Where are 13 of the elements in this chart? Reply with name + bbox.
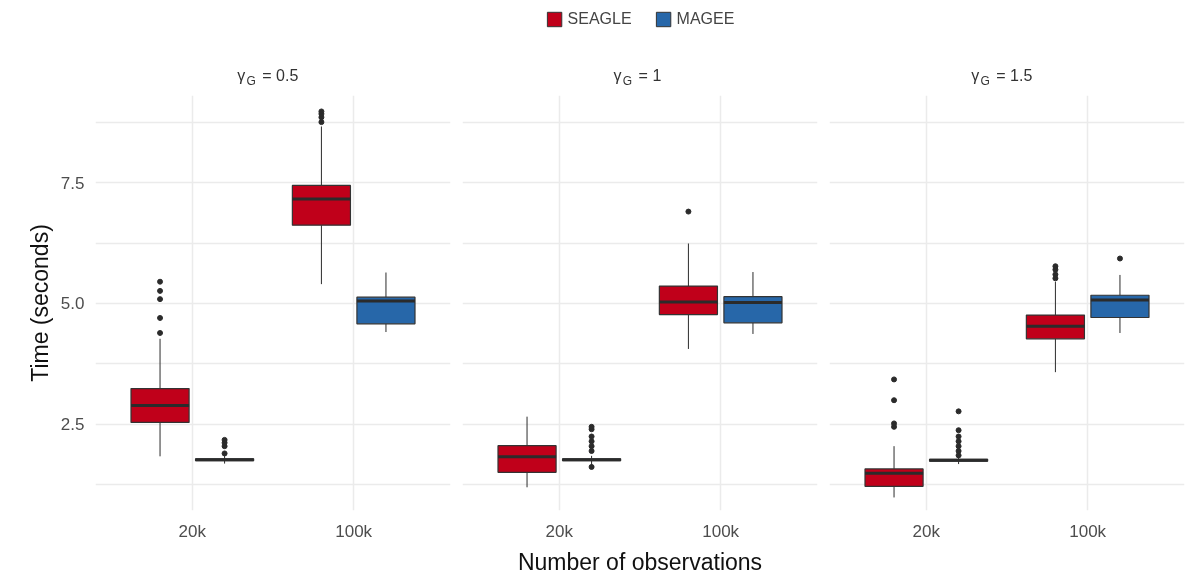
x-tick-label: 100k [702,521,740,541]
x-tick-label: 100k [335,521,373,541]
y-tick-label: 2.5 [60,415,85,435]
y-tick-label: 7.5 [60,173,85,193]
x-axis-title: Number of observations [517,548,763,575]
x-tick-label: 20k [178,521,207,541]
y-axis-title: Time (seconds) [26,224,53,382]
x-tick-label: 100k [1069,521,1107,541]
y-tick-label: 5.0 [60,294,85,314]
x-tick-label: 20k [912,521,941,541]
legend-label: SEAGLE [567,10,632,28]
legend-label: MAGEE [676,10,735,28]
x-tick-label: 20k [545,521,574,541]
